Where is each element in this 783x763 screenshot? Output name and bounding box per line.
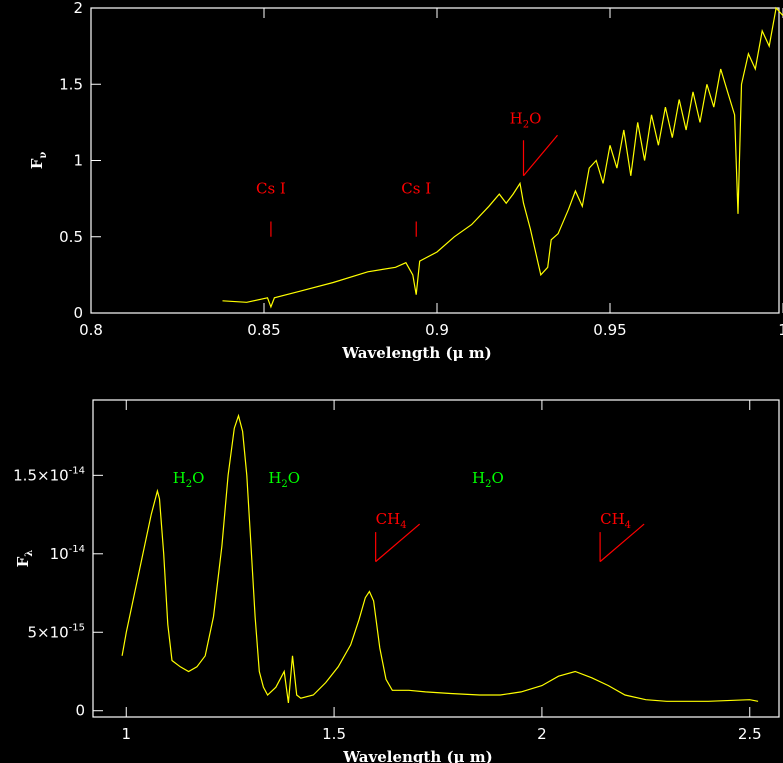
y-axis-label: Fλ xyxy=(14,550,35,568)
feature-marker-slant xyxy=(375,523,421,563)
x-axis-label: Wavelength (μ m) xyxy=(342,748,492,763)
y-tick-label: 2 xyxy=(73,0,83,17)
y-tick-label: 0 xyxy=(73,304,83,322)
y-tick-label: 5×10-15 xyxy=(27,622,85,641)
feature-marker-slant xyxy=(523,134,558,177)
y-tick-label: 1.5×10-14 xyxy=(13,465,85,484)
y-tick-label: 10-14 xyxy=(50,544,85,563)
y-axis-label: Fν xyxy=(28,152,49,170)
x-axis-label: Wavelength (μ m) xyxy=(341,344,491,362)
feature-label: CH4 xyxy=(376,510,407,531)
x-tick-label: 0.95 xyxy=(593,321,626,339)
x-tick-label: 0.9 xyxy=(425,321,449,339)
feature-marker-slant xyxy=(599,523,645,563)
feature-label: H2O xyxy=(173,469,205,490)
x-tick-label: 1 xyxy=(121,725,131,743)
y-tick-label: 0.5 xyxy=(59,228,83,246)
y-tick-label: 1.5 xyxy=(59,75,83,93)
feature-label: CH4 xyxy=(600,510,631,531)
y-tick-label: 0 xyxy=(75,702,85,720)
feature-label: H2O xyxy=(510,109,542,130)
x-tick-label: 2.5 xyxy=(738,725,762,743)
optical-spectrum-panel: 0.8 0.85 0.9 0.95 1 0 0.5 1 1.5 2 Wavelength (μ m)… xyxy=(28,0,783,362)
x-tick-label: 2 xyxy=(537,725,547,743)
infrared-spectrum-panel: 1 1.5 2 2.5 0 5×10-15 10-14 1.5×10-14 Wavelength… xyxy=(13,399,780,763)
x-tick-label: 0.85 xyxy=(247,321,280,339)
x-tick-label: 1 xyxy=(778,321,783,339)
plot-frame xyxy=(92,399,780,718)
spectrum-line xyxy=(222,6,783,309)
y-tick-label: 1 xyxy=(73,152,83,170)
feature-label: Cs I xyxy=(401,180,431,198)
feature-label: H2O xyxy=(472,469,504,490)
spectrum-line xyxy=(121,413,759,703)
feature-label: H2O xyxy=(268,469,300,490)
x-tick-label: 0.8 xyxy=(79,321,103,339)
x-tick-label: 1.5 xyxy=(322,725,346,743)
feature-label: Cs I xyxy=(256,180,286,198)
